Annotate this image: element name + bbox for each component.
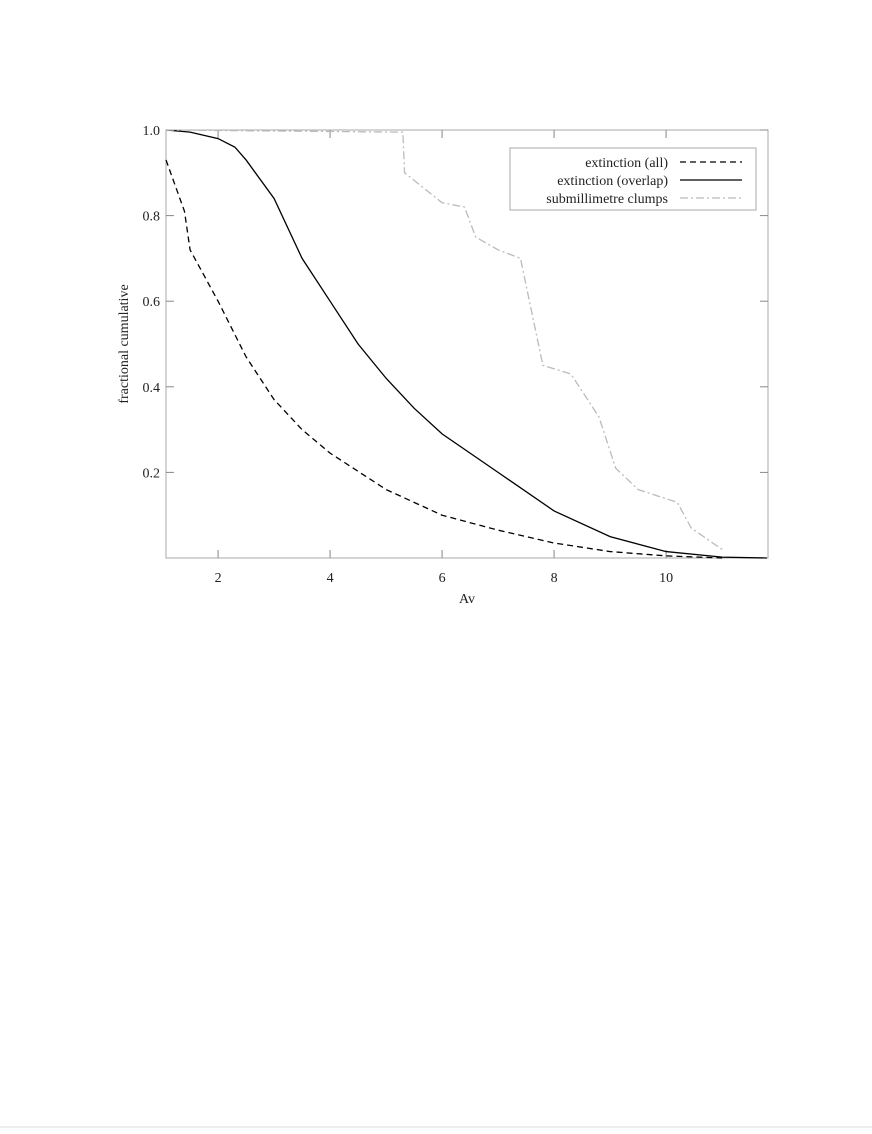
legend-box: [509, 147, 757, 211]
legend-label: submillimetre clumps: [546, 192, 668, 207]
legend-label: extinction (all): [585, 156, 668, 171]
plot-frame: [165, 129, 769, 559]
legend-label: extinction (overlap): [557, 174, 668, 189]
x-tick-label: 2: [215, 571, 222, 586]
x-tick-label: 10: [659, 571, 673, 586]
x-tick-label: 8: [551, 571, 558, 586]
series-line: [165, 129, 767, 559]
y-tick-label: 0.4: [143, 381, 161, 396]
y-axis-label: fractional cumulative: [117, 284, 132, 403]
y-tick-label: 0.8: [143, 210, 161, 225]
series-line: [165, 159, 723, 559]
y-tick-label: 0.2: [143, 466, 161, 481]
x-axis-label: Av: [459, 592, 475, 607]
y-tick-label: 0.6: [143, 295, 161, 310]
series-line: [165, 129, 723, 550]
x-tick-label: 6: [439, 571, 446, 586]
y-tick-label: 1.0: [143, 124, 161, 139]
x-tick-label: 4: [327, 571, 334, 586]
